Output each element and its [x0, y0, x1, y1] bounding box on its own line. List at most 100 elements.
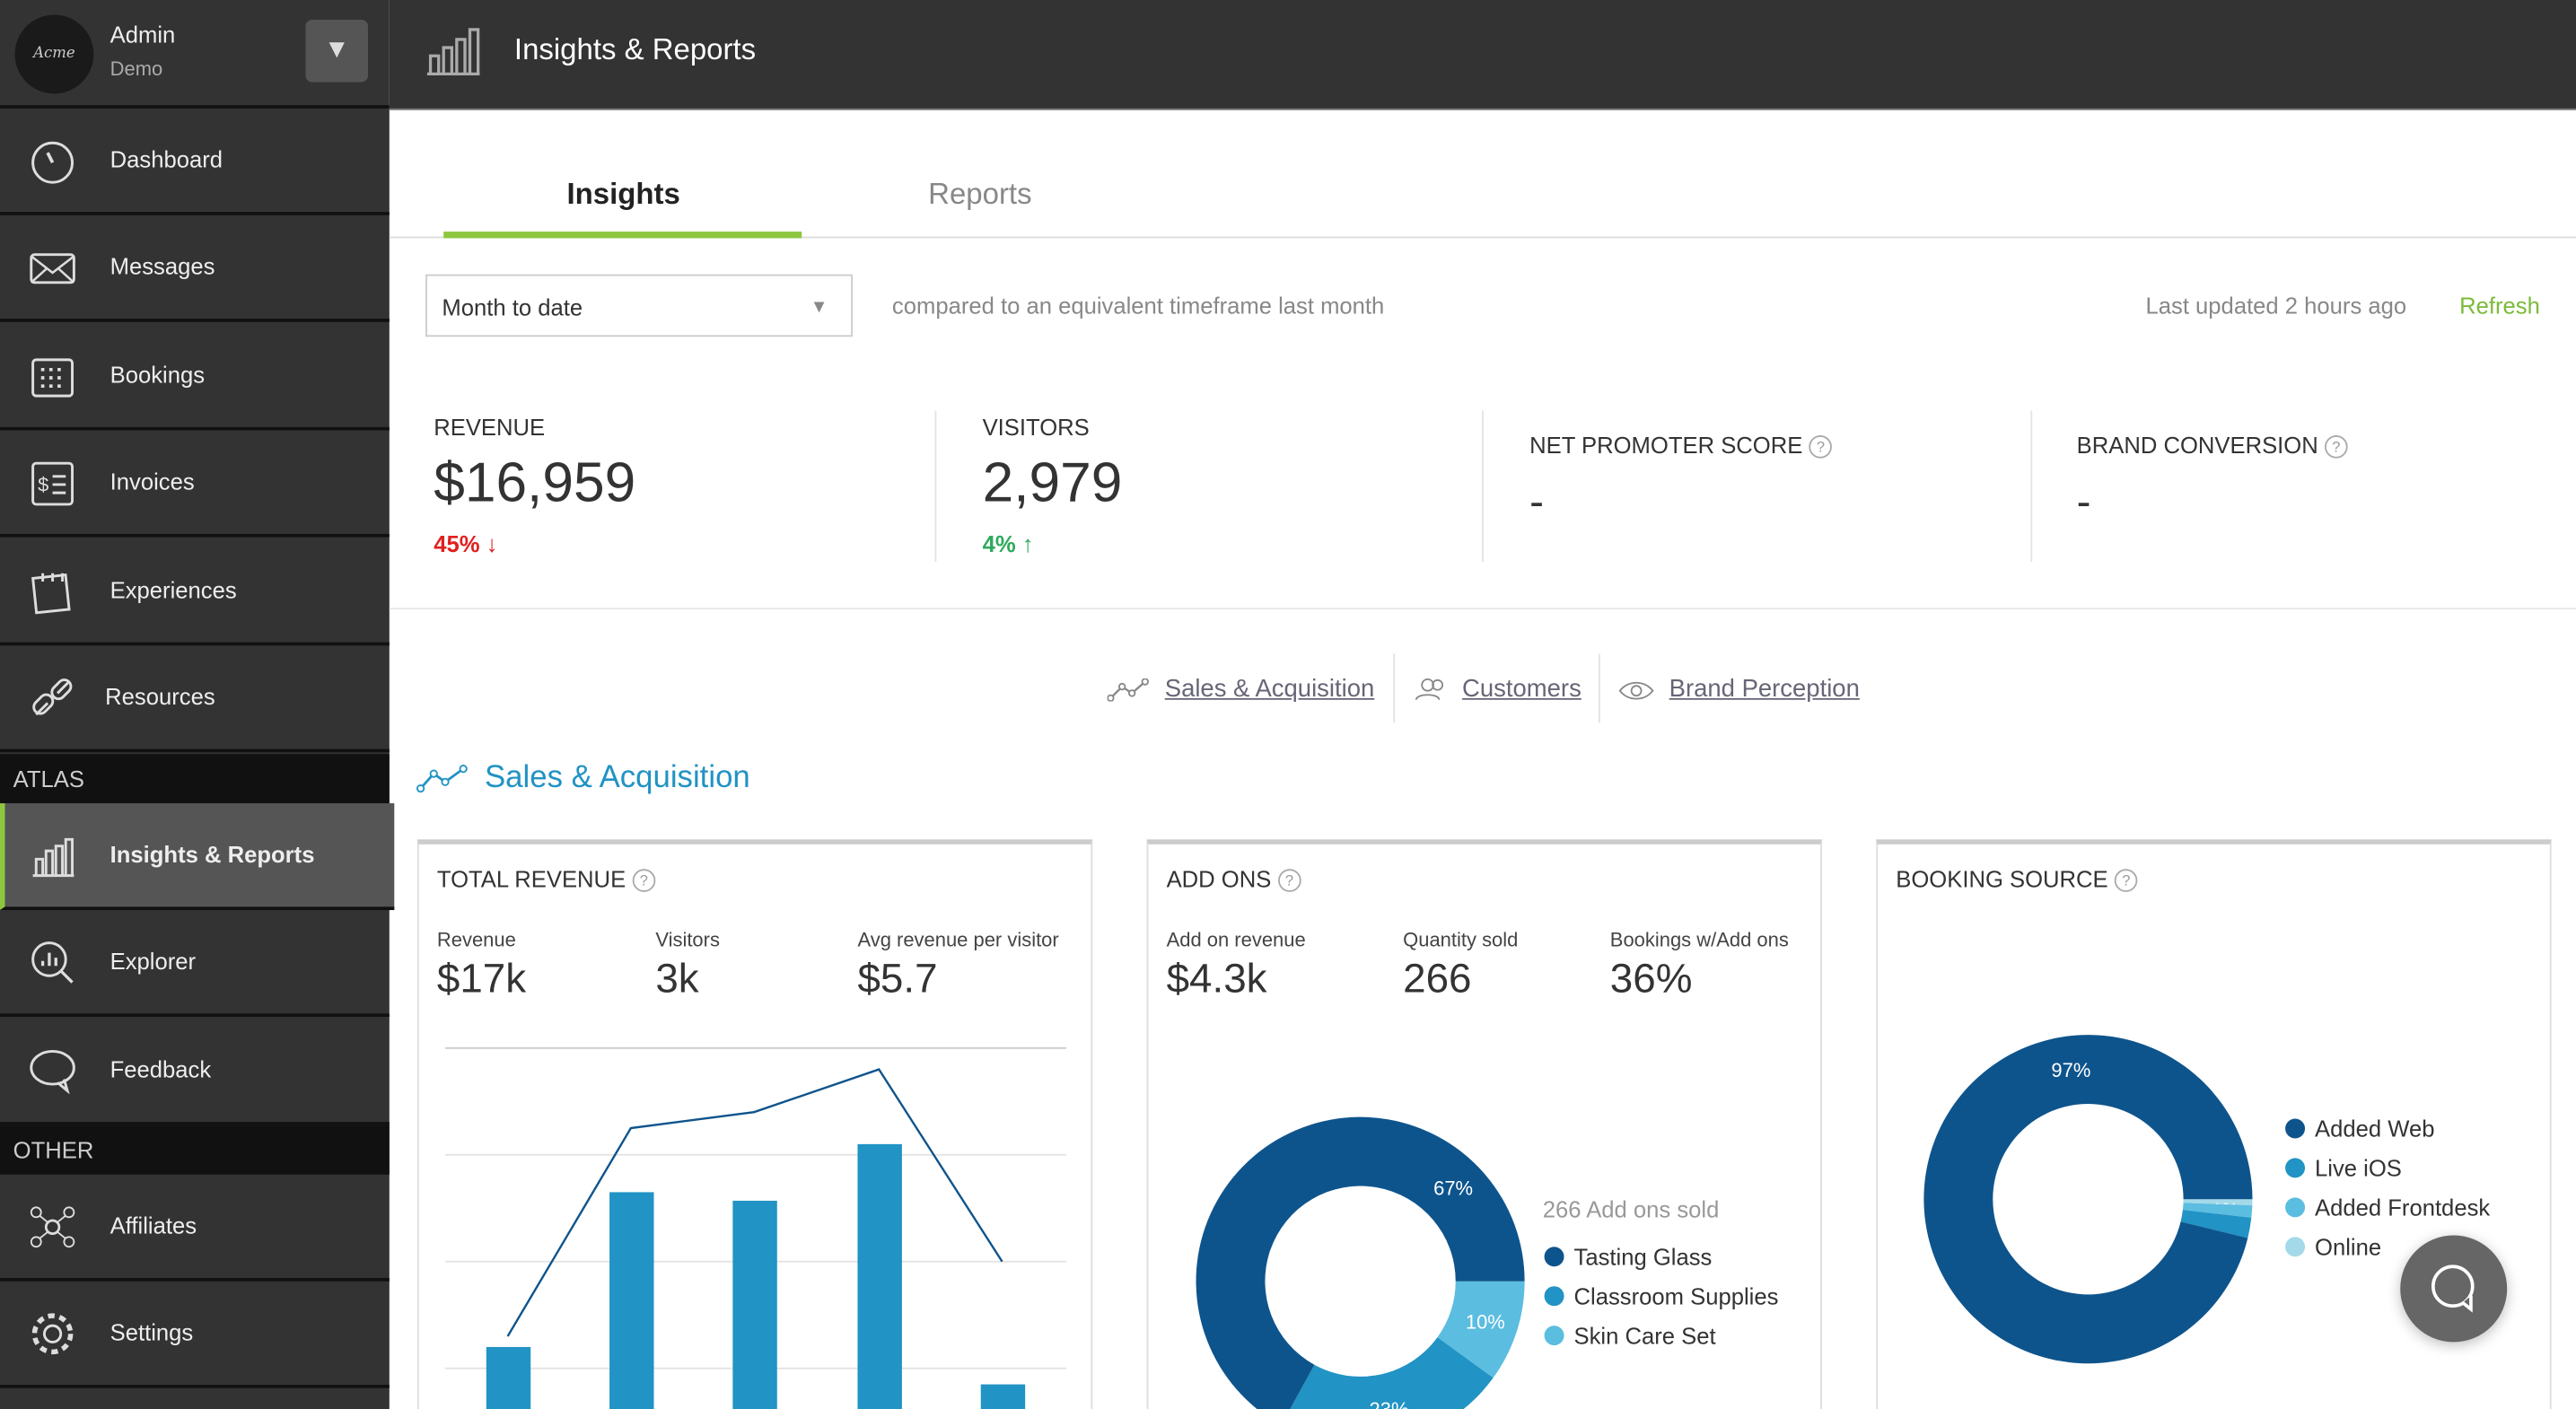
kpi-revenue-label: REVENUE	[434, 414, 546, 441]
sidebar-item-messages[interactable]: Messages	[0, 215, 390, 322]
speech-bubble-icon	[30, 1049, 75, 1095]
legend-item: Tasting Glass	[1544, 1243, 1779, 1283]
donut-slice	[1923, 1035, 2253, 1364]
chat-button[interactable]	[2400, 1235, 2508, 1343]
sidebar-item-invoices[interactable]: $ Invoices	[0, 431, 390, 538]
stat-label: Quantity sold	[1403, 928, 1519, 951]
tab-reports[interactable]: Reports	[928, 177, 1032, 211]
help-icon[interactable]: ?	[1277, 869, 1301, 892]
page-title: Insights & Reports	[513, 32, 757, 66]
stat-value: $4.3k	[1166, 956, 1267, 1002]
stat-label: Bookings w/Add ons	[1609, 928, 1789, 951]
sidebar-item-bookings[interactable]: Bookings	[0, 324, 390, 431]
chat-bubble-icon	[2431, 1265, 2475, 1313]
sidebar-item-experiences[interactable]: Experiences	[0, 538, 390, 646]
change-value: 45%	[434, 530, 480, 557]
donut-slice	[1290, 1337, 1494, 1409]
divider	[389, 608, 2576, 610]
bar-chart-icon	[32, 837, 74, 878]
card-title: ADD ONS?	[1167, 866, 1301, 892]
top-bar: Insights & Reports	[389, 0, 2576, 110]
help-icon[interactable]: ?	[2114, 869, 2138, 892]
tab-divider	[389, 236, 2576, 239]
stat-value: $5.7	[857, 956, 938, 1002]
visitors-line	[506, 1068, 1003, 1337]
eye-icon	[1618, 681, 1654, 700]
sidebar-item-dashboard[interactable]: Dashboard	[0, 109, 390, 215]
timeframe-value: Month to date	[442, 293, 583, 320]
legend-label: Skin Care Set	[1573, 1322, 1716, 1349]
help-icon[interactable]: ?	[2325, 435, 2348, 459]
gear-icon	[31, 1313, 74, 1355]
stat-label: Visitors	[655, 928, 720, 951]
tab-insights[interactable]: Insights	[566, 177, 680, 211]
label-text: BRAND CONVERSION	[2076, 432, 2318, 459]
sidebar: Acme Admin Demo ▼ Dashboard Messages Boo…	[0, 0, 395, 1409]
legend-swatch	[2285, 1237, 2306, 1257]
last-updated: Last updated 2 hours ago	[2145, 292, 2407, 319]
refresh-link[interactable]: Refresh	[2459, 292, 2540, 319]
link-brand-perception[interactable]: Brand Perception	[1669, 675, 1860, 704]
bar	[732, 1200, 777, 1409]
arrow-up-icon: ↑	[1021, 530, 1034, 557]
sidebar-item-explorer[interactable]: Explorer	[0, 910, 390, 1018]
sidebar-item-label: Feedback	[110, 1055, 212, 1083]
legend-label: Online	[2315, 1233, 2382, 1260]
divider	[934, 410, 937, 562]
kpi-revenue-change: 45% ↓	[434, 530, 497, 556]
sidebar-item-label: Insights & Reports	[110, 841, 315, 868]
timeframe-select[interactable]: Month to date ▼	[425, 274, 853, 337]
legend-item: Live iOS	[2285, 1155, 2490, 1195]
sidebar-item-label: Dashboard	[110, 145, 223, 173]
booking-source-donut-chart: < 1%1%2%97%	[1923, 1035, 2253, 1364]
legend-label: Added Frontdesk	[2315, 1194, 2491, 1221]
bar	[486, 1346, 531, 1409]
divider	[2030, 410, 2033, 562]
donut-slice	[2180, 1210, 2252, 1238]
sidebar-item-label: Resources	[105, 683, 215, 710]
title-text: ADD ONS	[1166, 865, 1272, 892]
legend-item: Added Frontdesk	[2285, 1195, 2490, 1234]
legend-swatch	[1544, 1286, 1564, 1307]
sidebar-item-label: Experiences	[110, 576, 237, 603]
sidebar-item-label: Settings	[110, 1318, 194, 1346]
sidebar-item-settings[interactable]: Settings	[0, 1282, 390, 1388]
user-role: Demo	[110, 57, 163, 81]
search-chart-icon	[31, 941, 74, 984]
active-tab-indicator	[443, 232, 802, 239]
link-customers[interactable]: Customers	[1462, 675, 1582, 704]
user-panel: Acme Admin Demo ▼	[0, 0, 390, 109]
label-text: NET PROMOTER SCORE	[1529, 432, 1803, 459]
sidebar-item-insights-reports[interactable]: Insights & Reports	[0, 803, 395, 911]
section-atlas: ATLAS	[0, 754, 390, 804]
donut-slice	[1437, 1281, 1525, 1378]
user-menu-button[interactable]: ▼	[305, 19, 369, 83]
slice-label: 10%	[1466, 1310, 1505, 1333]
total-revenue-card: TOTAL REVENUE? Revenue $17k Visitors 3k …	[416, 839, 1093, 1409]
stat-value: 36%	[1609, 956, 1693, 1002]
kpi-brand-conversion-value: -	[2076, 476, 2091, 526]
link-sales-acquisition[interactable]: Sales & Acquisition	[1164, 675, 1375, 704]
sidebar-item-affiliates[interactable]: Affiliates	[0, 1175, 390, 1282]
donut-slice	[2182, 1203, 2253, 1218]
legend-label: Tasting Glass	[1573, 1243, 1713, 1270]
stat-label: Revenue	[436, 928, 516, 951]
section-title: Sales & Acquisition	[484, 760, 750, 795]
card-title: TOTAL REVENUE?	[436, 865, 656, 892]
stat-value: $17k	[436, 956, 527, 1002]
help-icon[interactable]: ?	[1809, 435, 1833, 459]
title-text: TOTAL REVENUE	[436, 865, 626, 892]
legend-swatch	[2285, 1158, 2306, 1178]
arrow-down-icon: ↓	[486, 530, 498, 557]
legend-swatch	[1544, 1247, 1564, 1267]
dashboard-icon	[31, 141, 74, 184]
logo-text: Acme	[33, 46, 75, 63]
legend-item: Added Web	[2285, 1116, 2490, 1155]
help-icon[interactable]: ?	[632, 869, 656, 892]
invoice-icon: $	[31, 461, 74, 506]
sidebar-item-resources[interactable]: Resources	[0, 645, 390, 753]
kpi-revenue-value: $16,959	[434, 451, 636, 514]
avatar[interactable]: Acme	[14, 14, 94, 94]
sidebar-item-feedback[interactable]: Feedback	[0, 1019, 390, 1125]
